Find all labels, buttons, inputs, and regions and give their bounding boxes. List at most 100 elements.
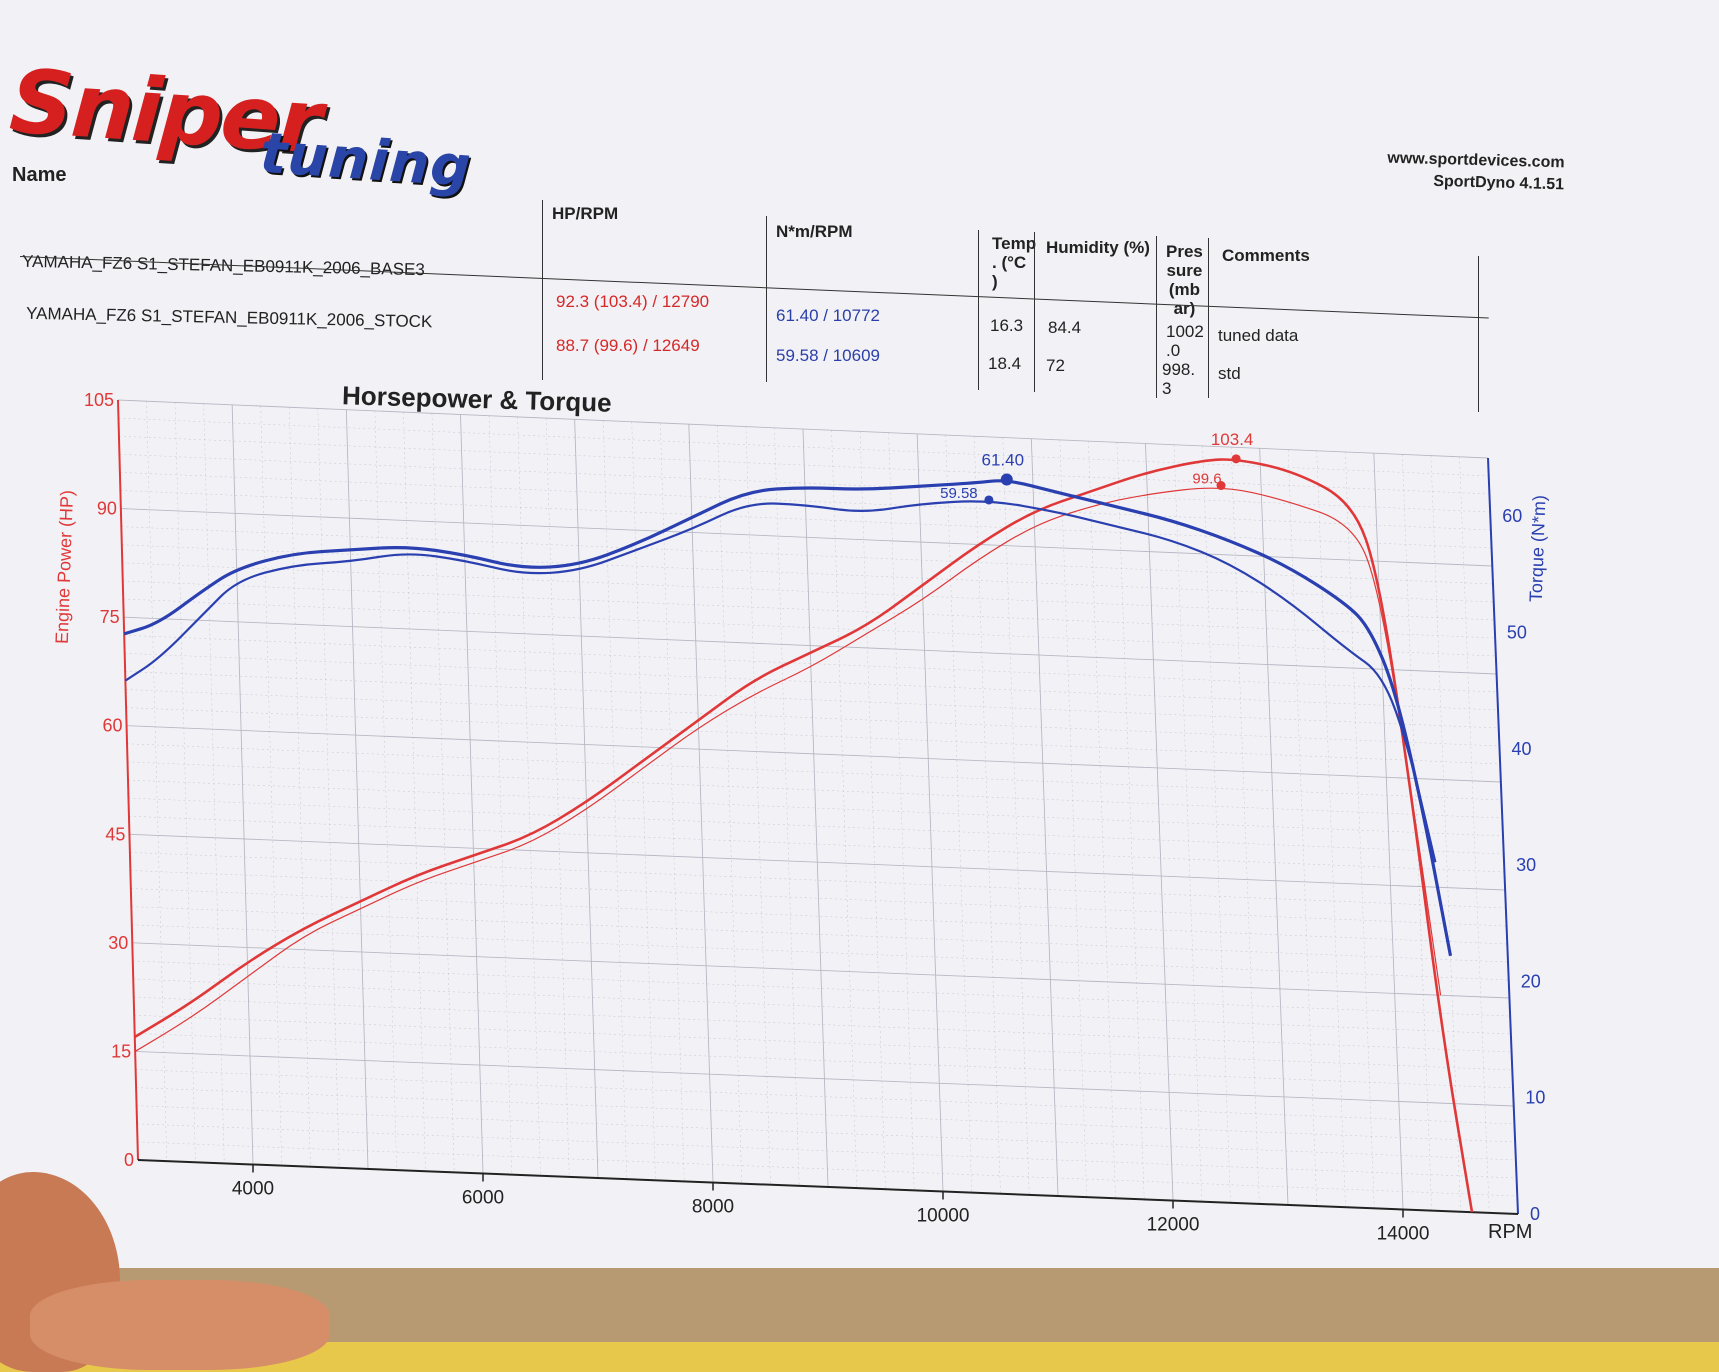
grid-line-v	[1316, 450, 1346, 1208]
row2-nm: 59.58 / 10609	[776, 346, 880, 365]
grid-line-v	[1230, 447, 1260, 1204]
grid-line-v	[374, 410, 397, 1171]
row1-comment: tuned data	[1218, 326, 1299, 345]
peak-marker	[1000, 473, 1013, 486]
x-axis	[137, 1159, 1519, 1215]
header-hp: HP/RPM	[552, 204, 619, 223]
y-tick-label: 45	[105, 824, 125, 844]
grid-line-v	[1402, 454, 1432, 1211]
header-pressure: Pres sure (mb ar)	[1166, 242, 1203, 318]
grid-line-h	[124, 653, 1499, 711]
grid-line-v	[859, 431, 886, 1190]
grid-line-h	[121, 526, 1494, 585]
grid-line-v	[260, 406, 282, 1166]
x-axis-label: RPM	[1488, 1221, 1532, 1243]
x-tick-label: 4000	[232, 1179, 274, 1200]
grid-line-v	[603, 420, 627, 1180]
grid-line-h	[118, 417, 1489, 477]
grid-line-h	[137, 1123, 1517, 1179]
grid-line-v	[916, 433, 944, 1192]
x-tick-label: 14000	[1377, 1224, 1430, 1245]
chart-labels: 4000 6000 8000 10000 12000 14000 0 15 30 45 60 75 90…	[52, 390, 1550, 1245]
grid-line-h	[122, 580, 1496, 639]
grid-line-h	[135, 1050, 1514, 1107]
x-tick-label: 6000	[462, 1188, 504, 1209]
grid-line-v	[717, 425, 742, 1184]
grid-line-h	[128, 797, 1504, 855]
grid-line-v	[460, 414, 484, 1174]
y-tick-label: 30	[108, 933, 128, 953]
row1-pressure: 1002.0	[1166, 322, 1204, 360]
row1-humidity: 84.4	[1048, 318, 1082, 337]
grid-line-h	[127, 761, 1503, 819]
grid-line-v	[174, 402, 196, 1163]
peak-marker	[984, 495, 994, 505]
grid-line-h	[132, 960, 1511, 1017]
header-temp: Temp. (°C)	[992, 234, 1037, 291]
y-axis-left	[117, 399, 139, 1161]
y2-tick-label: 10	[1525, 1088, 1545, 1108]
chart-axes	[117, 399, 1519, 1218]
grid-line-h	[119, 472, 1491, 531]
grid-line-v	[1288, 449, 1317, 1207]
grid-line-h	[129, 833, 1506, 891]
y2-tick-label: 50	[1507, 622, 1527, 642]
grid-line-h	[136, 1087, 1516, 1143]
grid-line-v	[660, 422, 685, 1182]
y-tick-label: 15	[111, 1041, 131, 1061]
grid-line-v	[974, 436, 1001, 1194]
grid-line-h	[125, 689, 1500, 747]
peak-label: 99.6	[1192, 471, 1221, 488]
grid-line-v	[745, 426, 771, 1185]
table-divider	[978, 230, 979, 390]
row1-nm: 61.40 / 10772	[776, 306, 880, 325]
y-tick-label: 75	[100, 607, 120, 627]
row2-hp: 88.7 (99.6) / 12649	[556, 336, 700, 355]
row1-temp: 16.3	[990, 316, 1024, 335]
peak-label: 59.58	[940, 485, 978, 502]
y-axis-label: Engine Power (HP)	[52, 490, 77, 645]
grid-line-v	[289, 407, 311, 1167]
series-line-3	[124, 500, 1437, 863]
y2-tick-label: 20	[1521, 971, 1541, 991]
table-divider	[1478, 256, 1479, 412]
row2-pressure: 998. 3	[1162, 360, 1196, 398]
peak-label: 61.40	[981, 451, 1024, 470]
table-divider	[1034, 232, 1035, 392]
series-line-1	[134, 487, 1442, 1052]
y-tick-label: 90	[97, 499, 117, 519]
grid-line-v	[945, 435, 972, 1193]
grid-line-v	[1059, 439, 1087, 1198]
grid-line-v	[146, 401, 167, 1162]
grid-line-v	[802, 428, 829, 1188]
y-tick-label: 0	[124, 1150, 134, 1170]
peak-marker	[1231, 454, 1241, 464]
grid-line-v	[1173, 444, 1202, 1202]
grid-line-h	[127, 779, 1504, 837]
y2-tick-label: 30	[1516, 855, 1536, 875]
grid-line-h	[137, 1141, 1518, 1197]
grid-line-v	[631, 421, 656, 1181]
dyno-chart: 4000 6000 8000 10000 12000 14000 0 15 30 45 60 75 90…	[52, 390, 1550, 1245]
peak-label: 103.4	[1211, 430, 1254, 449]
grid-line-h	[127, 743, 1502, 801]
grid-line-v	[545, 418, 570, 1177]
name-label: Name	[12, 164, 67, 186]
row1-hp: 92.3 (103.4) / 12790	[556, 292, 710, 311]
grid-line-h	[117, 399, 1489, 459]
x-tick-label: 10000	[917, 1206, 970, 1227]
results-table: HP/RPM N*m/RPM Temp. (°C) Humidity (%) P…	[0, 0, 1719, 420]
grid-line-h	[121, 544, 1494, 603]
header-nm: N*m/RPM	[776, 222, 853, 241]
dyno-sheet	[0, 0, 1719, 1300]
chart-series	[123, 454, 1474, 1213]
row2-humidity: 72	[1046, 356, 1065, 375]
grid-line-v	[688, 424, 714, 1183]
grid-line-v	[1088, 441, 1116, 1199]
grid-line-h	[122, 562, 1495, 621]
grid-line-h	[119, 454, 1491, 513]
grid-line-v	[488, 415, 512, 1175]
grid-line-h	[120, 508, 1493, 567]
grid-line-v	[1030, 438, 1059, 1197]
header-comments: Comments	[1222, 246, 1310, 265]
